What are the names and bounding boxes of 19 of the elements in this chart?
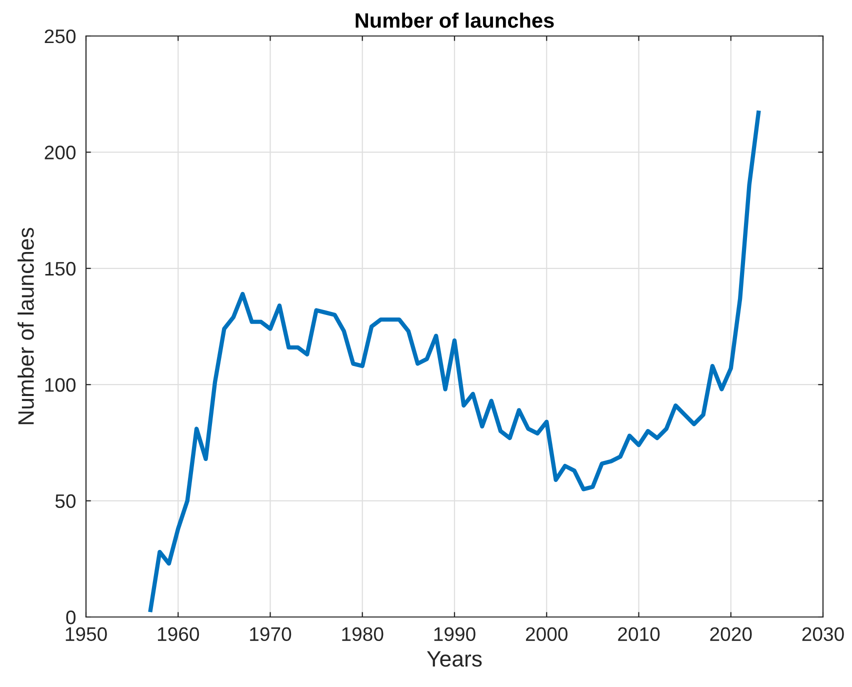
y-tick-label: 0 [66, 610, 76, 624]
x-tick-label: 1960 [158, 627, 199, 642]
y-tick-label: 50 [55, 494, 76, 508]
x-tick-label: 2020 [710, 627, 752, 642]
x-tick-label: 2010 [618, 627, 660, 642]
x-tick-label: 1980 [342, 627, 384, 642]
y-tick-label: 200 [44, 146, 76, 160]
y-tick-label: 250 [44, 29, 76, 44]
x-tick-label: 1990 [434, 627, 476, 642]
line-series [148, 110, 761, 612]
x-tick-label: 2030 [802, 627, 844, 642]
x-axis-title: Years [426, 651, 482, 667]
chart-title: Number of launches [356, 12, 554, 28]
y-tick-label: 150 [45, 262, 76, 276]
y-tick-label: 100 [45, 378, 76, 392]
x-tick-label: 1950 [66, 627, 107, 642]
y-axis-title: Number of launches [18, 228, 34, 424]
x-tick-label: 2000 [526, 627, 568, 642]
x-tick-label: 1970 [250, 627, 292, 642]
